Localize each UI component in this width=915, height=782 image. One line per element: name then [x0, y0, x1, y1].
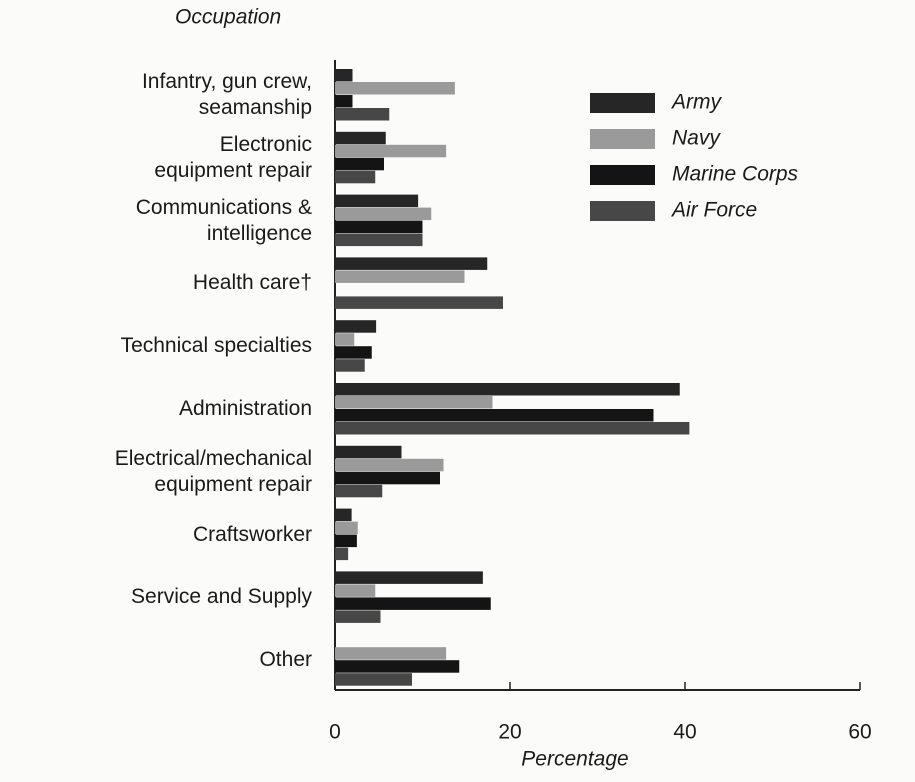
- x-tick-label: 40: [673, 721, 696, 744]
- bar: [335, 458, 444, 472]
- bar: [335, 660, 460, 673]
- bar: [335, 445, 402, 459]
- bar: [335, 597, 491, 610]
- legend-swatch: [590, 165, 655, 185]
- bar: [335, 422, 690, 435]
- bar: [335, 584, 376, 597]
- y-tick-label: Other: [259, 648, 312, 672]
- legend-label: Army: [670, 91, 722, 114]
- bar: [335, 82, 455, 95]
- bar: [335, 108, 390, 121]
- bar: [335, 359, 365, 372]
- bar: [335, 270, 465, 283]
- bar: [335, 521, 358, 535]
- bar: [335, 508, 352, 522]
- y-tick-label: Infantry, gun crew, seamanship: [141, 70, 312, 119]
- bar: [335, 346, 372, 359]
- legend-swatch: [590, 93, 655, 113]
- bar: [335, 95, 353, 108]
- y-tick-label: Craftsworker: [192, 522, 312, 546]
- bar: [335, 233, 423, 247]
- y-tick-label: Technical specialties: [120, 334, 312, 358]
- bar: [335, 131, 386, 145]
- bar: [335, 647, 447, 660]
- y-tick-label: Health care†: [192, 271, 312, 295]
- bar: [335, 333, 355, 346]
- bar: [335, 396, 493, 409]
- bar: [335, 320, 377, 333]
- bar: [335, 257, 488, 270]
- x-tick-label: 0: [329, 721, 341, 744]
- legend-label: Navy: [672, 127, 721, 150]
- bar: [335, 484, 383, 498]
- bar: [335, 383, 680, 396]
- bar: [335, 157, 384, 171]
- y-tick-label: Service and Supply: [131, 585, 312, 609]
- bar: [335, 207, 432, 221]
- bar: [335, 220, 423, 234]
- bar: [335, 409, 654, 422]
- legend-label: Air Force: [670, 199, 757, 222]
- bar: [335, 194, 419, 208]
- y-tick-label: Administration: [178, 397, 312, 420]
- bar: [335, 534, 357, 548]
- y-tick-label: Electrical/mechanical equipment repair: [114, 446, 312, 496]
- legend-swatch: [590, 201, 655, 221]
- legend-label: Marine Corps: [672, 163, 799, 186]
- x-tick-label: 60: [848, 721, 871, 744]
- y-tick-label: Communications & intelligence: [135, 195, 312, 245]
- bar: [335, 471, 440, 485]
- bar: [335, 170, 376, 184]
- bar: [335, 571, 483, 584]
- x-tick-label: 20: [498, 721, 521, 744]
- bar: [335, 144, 447, 158]
- legend-swatch: [590, 129, 655, 149]
- y-tick-label: Electronic equipment repair: [154, 132, 312, 182]
- bar: [335, 673, 412, 686]
- bar: [335, 296, 503, 309]
- chart-title: Occupation: [175, 6, 281, 29]
- bar: [335, 69, 353, 82]
- x-axis-label: Percentage: [521, 748, 628, 771]
- bar: [335, 610, 381, 623]
- bar: [335, 547, 349, 561]
